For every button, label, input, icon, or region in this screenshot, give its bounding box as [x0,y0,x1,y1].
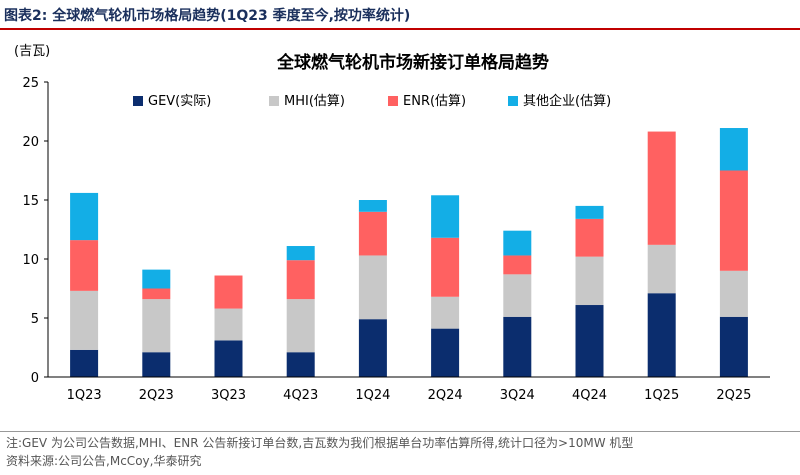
bar-segment [431,237,460,297]
legend-swatch [388,96,398,106]
figure-footer: 注:GEV 为公司公告数据,MHI、ENR 公告新接订单台数,吉瓦数为我们根据单… [6,434,796,470]
x-tick-label: 1Q24 [355,388,390,403]
legend-label: ENR(估算) [403,94,466,109]
y-axis-unit-label: (吉瓦) [14,44,51,59]
chart-bars [70,128,748,377]
legend-label: MHI(估算) [284,94,345,109]
bar-segment [431,195,460,238]
x-tick-label: 2Q24 [428,388,463,403]
bar-segment [358,255,387,320]
bar-segment [142,269,171,289]
bar-segment [431,328,460,377]
y-tick-label: 5 [31,312,39,327]
source-note: 资料来源:公司公告,McCoy,华泰研究 [6,454,202,468]
bar-segment [286,352,315,377]
x-tick-label: 2Q23 [139,388,174,403]
bar-segment [142,299,171,353]
bar-segment [575,218,604,257]
bar-segment [503,274,532,317]
bar-segment [142,352,171,377]
y-tick-label: 20 [22,135,39,150]
bar-segment [575,305,604,377]
bar-segment [719,316,748,377]
stacked-bar-chart: 全球燃气轮机市场新接订单格局趋势 GEV(实际) MHI(估算) ENR(估算) 其他… [22,52,770,403]
bar-segment [70,349,99,377]
bar-segment [142,288,171,300]
legend-label: 其他企业(估算) [523,93,611,109]
chart-legend: GEV(实际) MHI(估算) ENR(估算) 其他企业(估算) [133,93,611,109]
y-tick-label: 15 [22,194,39,209]
y-tick-label: 25 [22,76,39,91]
bar-segment [70,192,99,241]
bar-segment [358,211,387,256]
x-tick-label: 3Q23 [211,388,246,403]
bar-segment [719,128,748,171]
bar-segment [70,290,99,350]
y-tick-label: 10 [22,253,39,268]
bar-segment [286,246,315,261]
x-tick-label: 4Q24 [572,388,607,403]
bar-segment [214,275,243,309]
legend-label: GEV(实际) [148,94,211,109]
bar-segment [286,260,315,300]
chart-axes: 0 5 10 15 20 25 1Q23 2Q23 3Q23 4Q23 1Q24 2Q24 3Q24 4Q… [22,76,770,403]
bar-segment [647,131,676,245]
bar-segment [503,255,532,275]
x-tick-label: 4Q23 [283,388,318,403]
x-tick-label: 1Q23 [67,388,102,403]
bar-segment [286,299,315,353]
bar-segment [431,296,460,329]
bar-segment [214,308,243,341]
bar-segment [575,205,604,219]
footnote: 注:GEV 为公司公告数据,MHI、ENR 公告新接订单台数,吉瓦数为我们根据单… [6,436,634,450]
figure-header-rule [0,28,800,30]
bar-segment [70,240,99,291]
bar-segment [575,256,604,306]
legend-swatch [133,96,143,106]
bar-segment [719,270,748,317]
bar-segment [503,230,532,256]
y-tick-label: 0 [31,371,39,386]
bar-segment [214,340,243,377]
bar-segment [719,170,748,271]
figure-header-text: 图表2: 全球燃气轮机市场格局趋势(1Q23 季度至今,按功率统计) [4,8,411,24]
x-tick-label: 3Q24 [500,388,535,403]
bar-segment [358,200,387,212]
bar-segment [647,293,676,377]
x-tick-label: 1Q25 [644,388,679,403]
figure-header: 图表2: 全球燃气轮机市场格局趋势(1Q23 季度至今,按功率统计) [0,0,800,30]
footer-divider [0,431,800,432]
bar-segment [503,316,532,377]
bar-segment [358,319,387,377]
legend-swatch [269,96,279,106]
bar-segment [647,244,676,294]
x-tick-label: 2Q25 [716,388,751,403]
chart-title: 全球燃气轮机市场新接订单格局趋势 [276,52,549,73]
legend-swatch [508,96,518,106]
